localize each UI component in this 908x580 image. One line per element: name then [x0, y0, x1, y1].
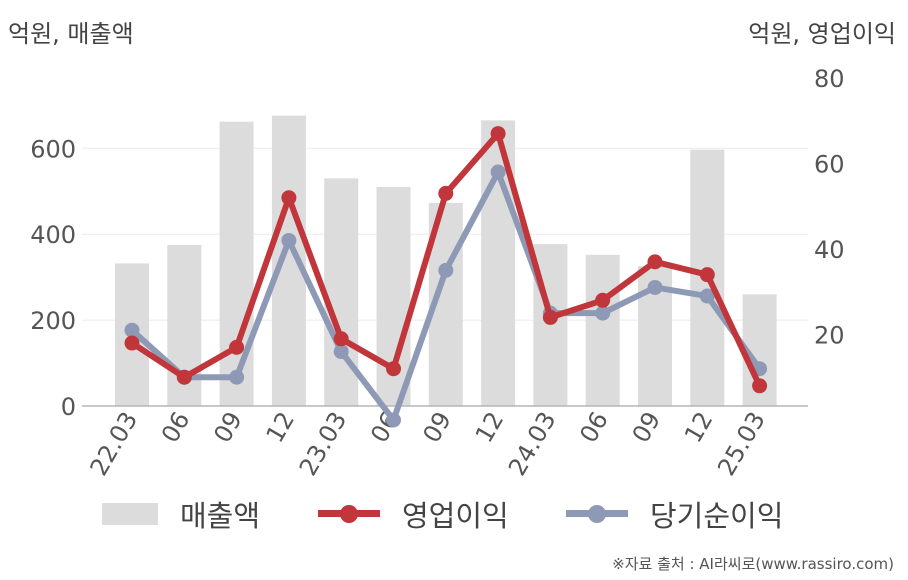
net-income-point — [438, 262, 454, 278]
operating-profit-point — [438, 185, 454, 201]
left-axis-tick-label: 600 — [30, 135, 76, 163]
net-income-point — [490, 164, 506, 180]
legend-line-swatch-operating-profit — [318, 492, 380, 536]
net-income-point — [699, 288, 715, 304]
operating-profit-point — [386, 361, 401, 377]
x-axis-tick-label: 09 — [627, 407, 667, 447]
revenue-bar — [585, 254, 620, 406]
operating-profit-point — [595, 292, 611, 308]
legend-label-net-income: 당기순이익 — [650, 499, 784, 533]
left-axis-tick-label: 200 — [30, 307, 76, 335]
right-axis-tick-label: 20 — [814, 322, 845, 350]
legend-item-revenue: 매출액 — [102, 492, 260, 536]
left-axis-tick-label: 400 — [30, 221, 76, 249]
legend-item-operating-profit: 영업이익 — [318, 492, 509, 536]
net-income-point — [647, 279, 663, 295]
right-axis-tick-label: 40 — [814, 236, 845, 264]
x-axis-tick-label: 12 — [679, 407, 719, 447]
right-axis-tick-label: 80 — [814, 65, 845, 93]
legend-label-revenue: 매출액 — [180, 499, 261, 533]
right-axis-unit-label: 억원, 영업이익 — [748, 20, 896, 48]
left-axis-unit-label: 억원, 매출액 — [8, 20, 134, 48]
legend-item-net-income: 당기순이익 — [566, 492, 783, 536]
net-income-point — [124, 322, 140, 338]
legend-bar-swatch — [102, 503, 158, 525]
legend-label-operating-profit: 영업이익 — [402, 499, 509, 533]
revenue-bar — [481, 120, 516, 406]
operating-profit-point — [124, 335, 140, 351]
net-income-point — [333, 344, 349, 360]
operating-profit-point — [229, 339, 245, 355]
operating-profit-point — [752, 378, 768, 394]
x-axis-tick-label: 06 — [574, 407, 614, 447]
operating-profit-point — [699, 267, 715, 283]
right-axis-tick-label: 60 — [814, 151, 845, 179]
operating-profit-point — [176, 369, 192, 385]
x-axis-tick-label: 12 — [470, 407, 510, 447]
x-axis-tick-label: 09 — [208, 407, 248, 447]
net-income-point — [281, 232, 297, 248]
legend-line-swatch-net-income — [566, 492, 628, 536]
operating-profit-point — [333, 331, 349, 347]
net-income-point — [386, 412, 401, 428]
legend: 매출액 영업이익 당기순이익 — [0, 492, 908, 536]
left-axis-tick-label: 0 — [61, 393, 76, 421]
x-axis-tick-label: 09 — [417, 407, 457, 447]
operating-profit-point — [542, 309, 558, 325]
operating-profit-point — [281, 190, 297, 206]
x-axis-tick-label: 24.03 — [503, 407, 562, 481]
operating-profit-point — [490, 126, 506, 142]
x-axis-tick-label: 25.03 — [712, 407, 771, 481]
x-axis-tick-label: 12 — [261, 407, 301, 447]
operating-profit-point — [647, 254, 663, 270]
x-axis-tick-label: 23.03 — [294, 407, 353, 481]
x-axis-tick-label: 06 — [156, 407, 196, 447]
revenue-bar — [219, 121, 254, 407]
x-axis-tick-label: 22.03 — [85, 407, 144, 481]
source-note: ※자료 출처 : AI라씨로(www.rassiro.com) — [612, 555, 894, 573]
net-income-point — [595, 305, 611, 321]
net-income-point — [229, 369, 245, 385]
